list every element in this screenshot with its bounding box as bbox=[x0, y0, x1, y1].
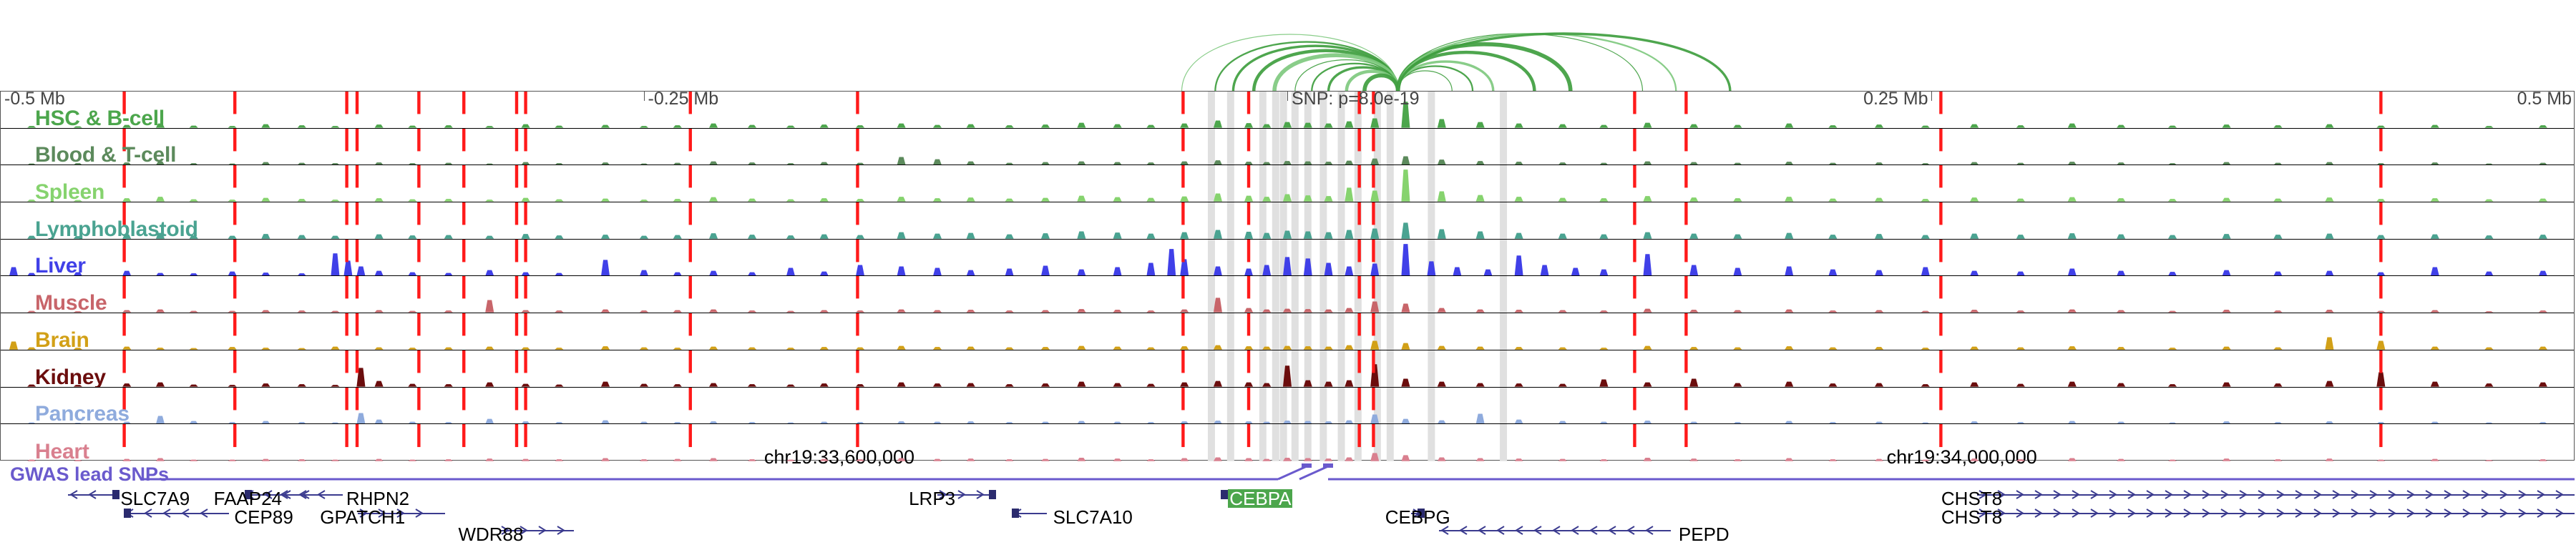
gene-label[interactable]: SLC7A9 bbox=[120, 488, 190, 509]
interaction-arc bbox=[1397, 32, 1732, 92]
gwas-lead-snps-connector bbox=[143, 463, 2575, 481]
gene-label[interactable]: CHST8 bbox=[1941, 506, 2003, 528]
track-label: Brain bbox=[35, 328, 89, 350]
gene-label[interactable]: FAAP24 bbox=[213, 488, 283, 509]
signal-area bbox=[1, 170, 2574, 202]
gene-body[interactable] bbox=[499, 530, 575, 531]
gwas-snp-markers bbox=[122, 165, 2383, 188]
gene-label[interactable]: CEBPG bbox=[1385, 506, 1450, 528]
gene-body[interactable] bbox=[278, 494, 343, 496]
interaction-arc bbox=[1181, 34, 1399, 92]
gene-label[interactable]: CEP89 bbox=[234, 506, 293, 528]
gene-annotation-panel: GWAS lead SNPs chr19:33,600,000 chr19:34,… bbox=[0, 446, 2576, 544]
gwas-connector-segment bbox=[1299, 465, 1329, 481]
track-label: Blood & T-cell bbox=[35, 143, 177, 166]
gene-body[interactable] bbox=[1977, 513, 2575, 514]
gwas-snp-markers bbox=[122, 92, 2383, 114]
track-label: Kidney bbox=[35, 365, 106, 388]
track-label: HSC & B-cell bbox=[35, 106, 165, 129]
coordinate-label: chr19:33,600,000 bbox=[763, 446, 915, 468]
signal-area bbox=[1, 412, 2574, 424]
gene-label[interactable]: GPATCH1 bbox=[320, 506, 406, 528]
track-blood-t-cell[interactable]: Blood & T-cell bbox=[1, 128, 2574, 166]
gene-strand-arrows bbox=[1440, 526, 1654, 535]
gwas-snp-markers bbox=[122, 424, 2383, 448]
gene-body[interactable] bbox=[1012, 513, 1047, 514]
gene-strand-arrows bbox=[1979, 509, 2565, 518]
gene-strand-arrows bbox=[501, 526, 565, 535]
gene-label[interactable]: WDR88 bbox=[458, 524, 524, 545]
gwas-snp-markers bbox=[122, 276, 2383, 299]
gene-strand-arrows bbox=[359, 509, 424, 518]
gwas-snp-markers bbox=[122, 239, 2383, 262]
highlight-bands bbox=[1207, 276, 1508, 313]
gene-strand-arrows bbox=[1979, 490, 2565, 499]
gwas-connector-segment bbox=[1277, 465, 1307, 481]
track-label: Muscle bbox=[35, 291, 107, 314]
gene-body[interactable] bbox=[68, 494, 117, 496]
gene-exon-block[interactable] bbox=[123, 509, 131, 518]
gwas-lead-snp-marker[interactable] bbox=[1323, 463, 1333, 468]
track-lymphoblastoid[interactable]: Lymphoblastoid bbox=[1, 202, 2574, 240]
gwas-lead-snps-label: GWAS lead SNPs bbox=[10, 463, 170, 485]
track-hsc-b-cell[interactable]: HSC & B-cell bbox=[1, 92, 2574, 129]
gene-exon-block[interactable] bbox=[1012, 509, 1019, 518]
signal-area bbox=[1, 222, 2574, 239]
track-liver[interactable]: Liver bbox=[1, 239, 2574, 277]
gene-strand-arrows bbox=[69, 490, 97, 499]
gwas-snp-markers bbox=[122, 313, 2383, 336]
gene-label[interactable]: CEBPA bbox=[1228, 488, 1293, 509]
gene-exon-block[interactable] bbox=[988, 490, 996, 499]
gene-label[interactable]: SLC7A10 bbox=[1053, 506, 1133, 528]
highlight-bands bbox=[1207, 128, 1508, 165]
gwas-lead-snp-marker[interactable] bbox=[1302, 463, 1312, 468]
signal-area bbox=[1, 298, 2574, 313]
track-pancreas[interactable]: Pancreas bbox=[1, 387, 2574, 425]
gene-label[interactable]: PEPD bbox=[1678, 524, 1729, 545]
gene-exon-block[interactable] bbox=[1417, 509, 1425, 518]
highlight-bands bbox=[1207, 202, 1508, 239]
track-label: Liver bbox=[35, 254, 86, 277]
gene-exon-block[interactable] bbox=[244, 490, 252, 499]
gene-body[interactable] bbox=[358, 513, 446, 514]
track-heart[interactable]: Heart bbox=[1, 424, 2574, 461]
signal-area bbox=[1, 453, 2574, 461]
gwas-snp-markers bbox=[122, 202, 2383, 225]
gwas-snp-markers bbox=[122, 350, 2383, 373]
signal-area bbox=[1, 337, 2574, 350]
track-kidney[interactable]: Kidney bbox=[1, 350, 2574, 388]
track-label: Lymphoblastoid bbox=[35, 217, 198, 240]
track-label: Spleen bbox=[35, 180, 105, 203]
gene-body[interactable] bbox=[123, 513, 230, 514]
track-brain[interactable]: Brain bbox=[1, 313, 2574, 350]
gene-exon-block[interactable] bbox=[1221, 490, 1229, 499]
gwas-snp-markers bbox=[122, 387, 2383, 410]
gene-body[interactable] bbox=[1977, 494, 2575, 496]
track-label: Heart bbox=[35, 439, 89, 461]
signal-track-panel: HSC & B-cell Blood & T-cell Spleen Lymphobl… bbox=[0, 91, 2575, 461]
signal-area bbox=[1, 102, 2574, 128]
gene-exon-block[interactable] bbox=[112, 490, 119, 499]
gene-body[interactable] bbox=[937, 494, 997, 496]
gene-label[interactable]: CHST8 bbox=[1941, 488, 2003, 509]
gene-strand-arrows bbox=[279, 490, 326, 499]
track-muscle[interactable]: Muscle bbox=[1, 276, 2574, 314]
chromatin-interaction-arcs bbox=[1181, 32, 1732, 92]
track-label: Pancreas bbox=[35, 402, 130, 425]
gwas-snp-markers bbox=[122, 128, 2383, 152]
signal-area bbox=[1, 243, 2574, 276]
interaction-arc bbox=[1362, 73, 1400, 92]
gene-label[interactable]: RHPN2 bbox=[346, 488, 410, 509]
signal-area bbox=[1, 364, 2574, 387]
signal-area bbox=[1, 156, 2574, 165]
gene-label[interactable]: LRP3 bbox=[909, 488, 956, 509]
gene-strand-arrows bbox=[939, 490, 985, 499]
coordinate-label: chr19:34,000,000 bbox=[1886, 446, 2037, 468]
track-spleen[interactable]: Spleen bbox=[1, 165, 2574, 203]
gene-strand-arrows bbox=[125, 509, 208, 518]
